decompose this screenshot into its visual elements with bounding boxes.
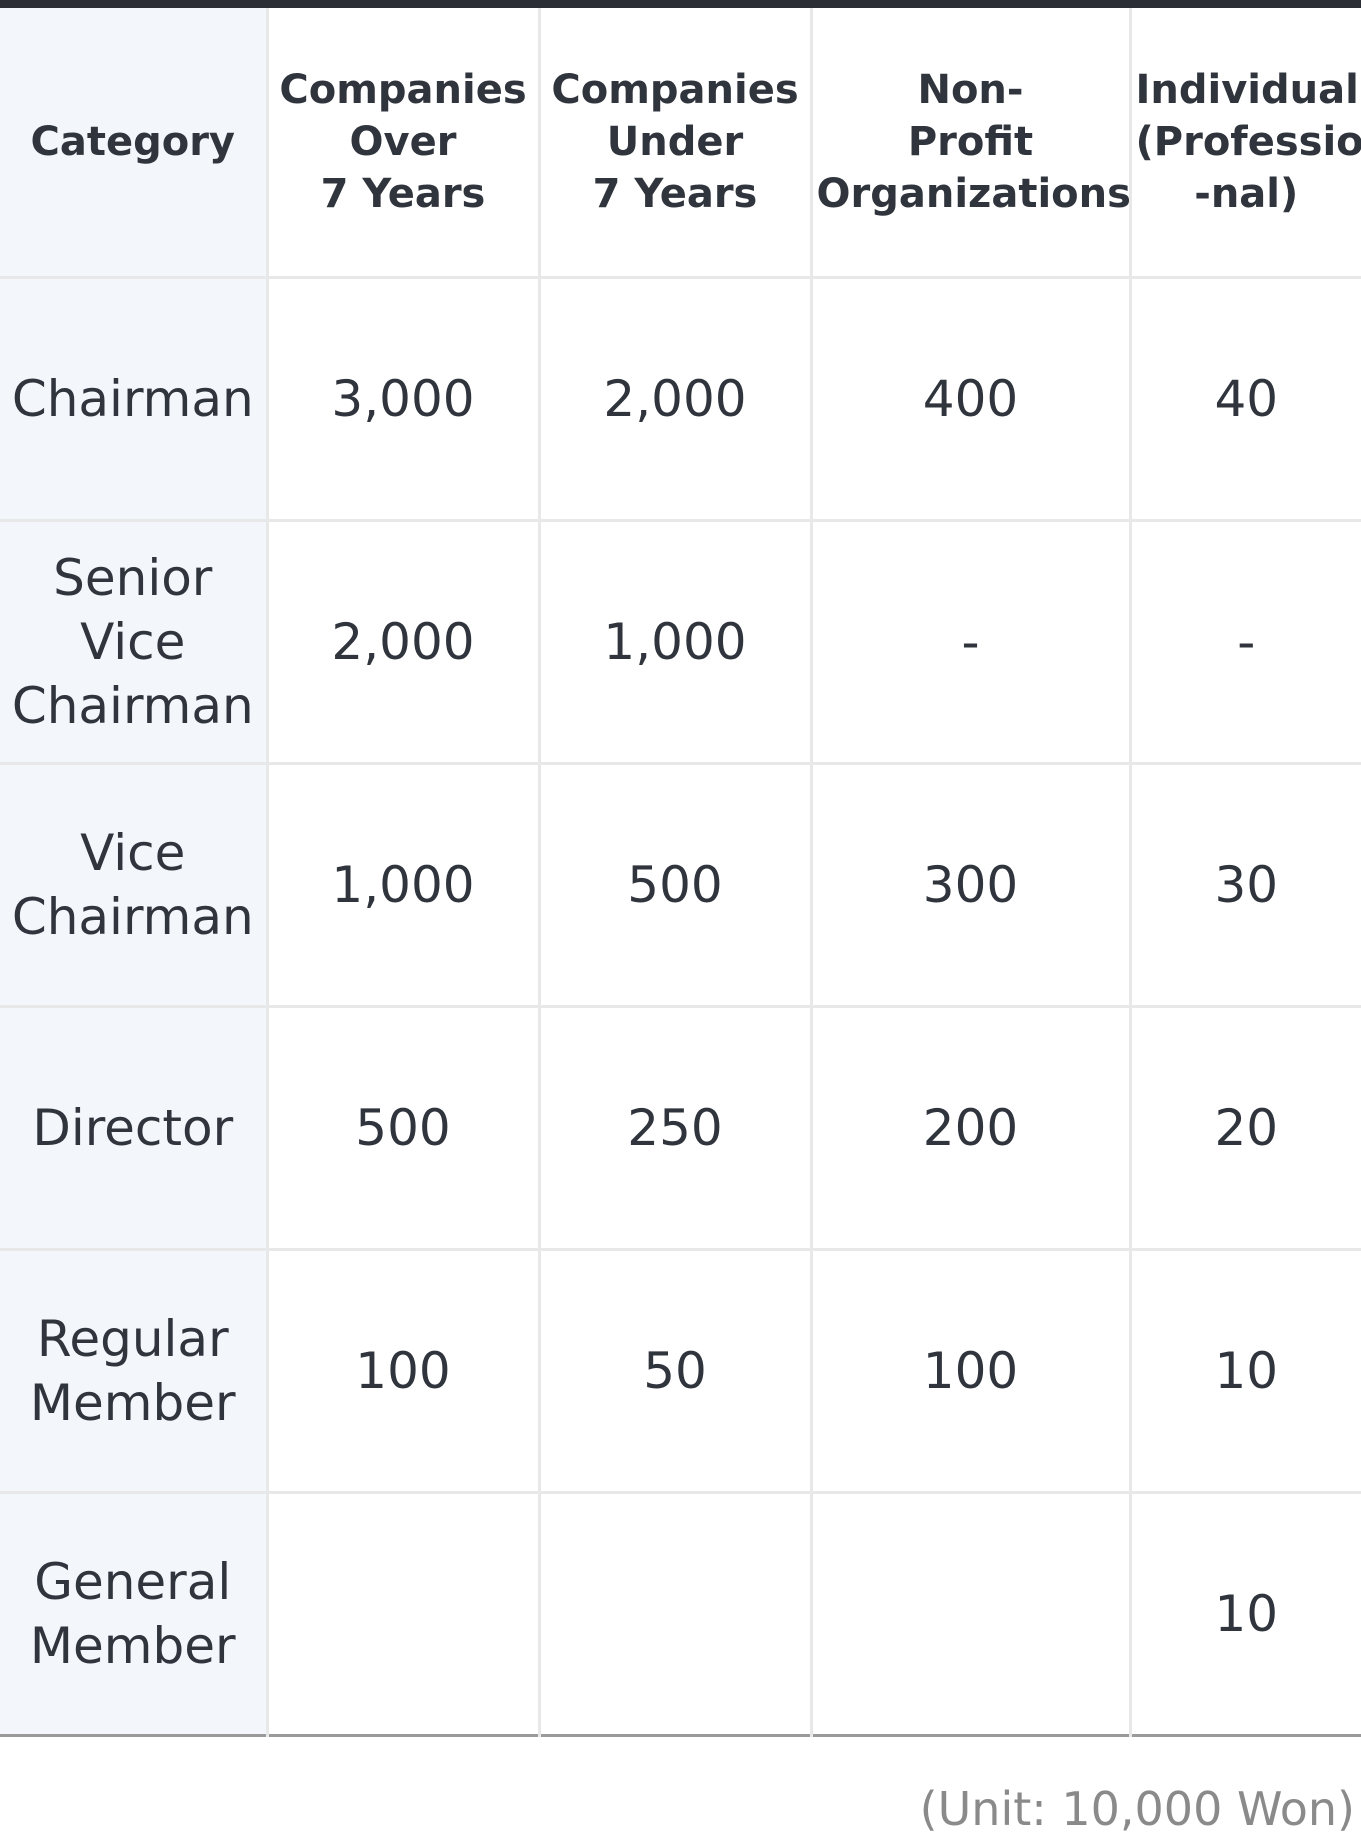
header-cell: Category [0, 2, 269, 279]
cell: 10 [1128, 1248, 1361, 1494]
header-cell: Non- Profit Organizations [809, 2, 1132, 279]
row-label: Vice Chairman [0, 762, 269, 1008]
row-label: Senior Vice Chairman [0, 519, 269, 765]
cell: 500 [537, 762, 813, 1008]
table-body: Chairman 3,000 2,000 400 40 Senior Vice Chair… [0, 276, 1361, 1736]
row-label: Regular Member [0, 1248, 269, 1494]
cell: 2,000 [537, 276, 813, 522]
cell: 3,000 [265, 276, 541, 522]
cell: 40 [1128, 276, 1361, 522]
table-row: Chairman 3,000 2,000 400 40 [0, 276, 1361, 522]
cell: 400 [809, 276, 1132, 522]
cell [809, 1491, 1132, 1736]
cell: 100 [809, 1248, 1132, 1494]
row-label: Chairman [0, 276, 269, 522]
cell: 1,000 [537, 519, 813, 765]
table-row: Senior Vice Chairman 2,000 1,000- - [0, 519, 1361, 765]
header-cell: Companies Under 7 Years [537, 2, 813, 279]
header-row: Category Companies Over 7 Years Companies … [0, 2, 1361, 279]
cell: 10 [1128, 1491, 1361, 1736]
fee-table: Category Companies Over 7 Years Companies … [0, 0, 1361, 1737]
header-cell: Companies Over 7 Years [265, 2, 541, 279]
cell: 1,000 [265, 762, 541, 1008]
cell: 50 [537, 1248, 813, 1494]
cell: 30 [1128, 762, 1361, 1008]
cell [537, 1491, 813, 1736]
unit-note: (Unit: 10,000 Won) [919, 1782, 1355, 1836]
cell: 300 [809, 762, 1132, 1008]
cell: 200 [809, 1005, 1132, 1251]
cell [265, 1491, 541, 1736]
cell: - [1128, 519, 1361, 765]
row-label: Director [0, 1005, 269, 1251]
table-row: Vice Chairman 1,000 500 300 30 [0, 762, 1361, 1008]
table-row: Regular Member 100 50 100 10 [0, 1248, 1361, 1494]
cell: 2,000 [265, 519, 541, 765]
table-row: General Member 10 [0, 1491, 1361, 1736]
cell: - [809, 519, 1132, 765]
cell: 500 [265, 1005, 541, 1251]
table-row: Director 500 250 200 20 [0, 1005, 1361, 1251]
cell: 250 [537, 1005, 813, 1251]
row-label: General Member [0, 1491, 269, 1736]
cell: 100 [265, 1248, 541, 1494]
cell: 20 [1128, 1005, 1361, 1251]
header-cell: Individual (Professio -nal) [1128, 2, 1361, 279]
